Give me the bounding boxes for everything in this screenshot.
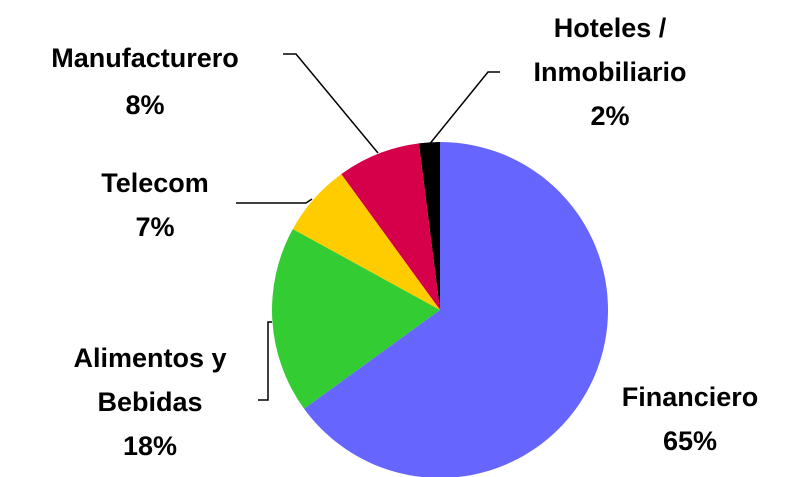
- leader-line: [283, 53, 379, 154]
- slice-percent: 65%: [662, 426, 718, 456]
- slice-percent: 8%: [125, 90, 165, 120]
- leader-line: [258, 321, 272, 401]
- slice-percent: 18%: [122, 431, 178, 461]
- slice-name: Alimentos y Bebidas: [73, 343, 227, 417]
- pie-slice: [292, 174, 440, 310]
- leader-line: [236, 198, 313, 204]
- pie-slice: [341, 143, 440, 310]
- pie-slice: [418, 142, 440, 310]
- slice-name: Hoteles / Inmobiliario: [533, 13, 687, 87]
- leader-line: [427, 71, 500, 147]
- slice-percent: 2%: [590, 101, 630, 131]
- pie-slice: [304, 142, 608, 477]
- slice-percent: 7%: [135, 212, 175, 242]
- slice-name: Telecom: [101, 168, 209, 198]
- pie-slice: [272, 229, 440, 409]
- slice-name: Financiero: [621, 382, 759, 412]
- slice-name: Manufacturero: [51, 43, 239, 73]
